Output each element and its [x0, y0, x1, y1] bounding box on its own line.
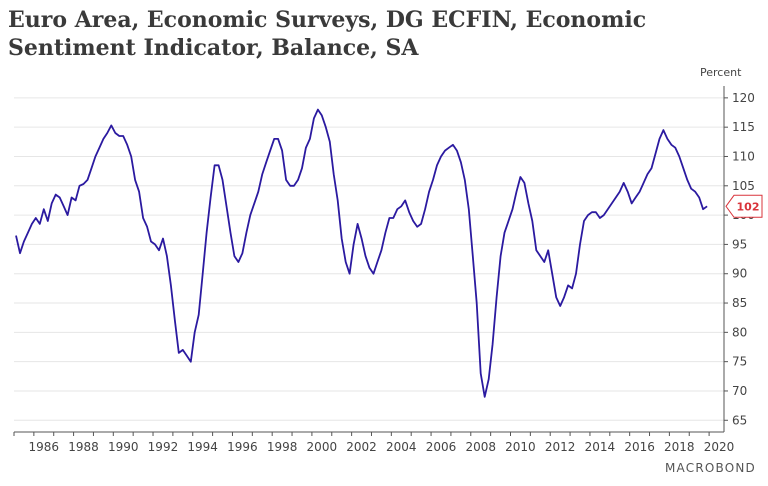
- x-tick-label: 1996: [227, 440, 258, 454]
- last-value-marker: 102: [725, 194, 763, 218]
- x-tick-label: 2004: [386, 440, 417, 454]
- x-tick-label: 1988: [68, 440, 99, 454]
- x-tick-label: 1986: [29, 440, 60, 454]
- x-tick-label: 1998: [267, 440, 298, 454]
- y-tick-label: 65: [732, 413, 747, 427]
- y-tick-label: 115: [732, 120, 755, 134]
- x-tick-label: 2016: [624, 440, 655, 454]
- y-tick-label: 70: [732, 384, 747, 398]
- x-tick-label: 1994: [187, 440, 218, 454]
- chart-title: Euro Area, Economic Surveys, DG ECFIN, E…: [8, 6, 708, 62]
- x-tick-label: 2010: [505, 440, 536, 454]
- x-tick-label: 2012: [545, 440, 576, 454]
- x-tick-label: 2008: [465, 440, 496, 454]
- y-tick-label: 105: [732, 179, 755, 193]
- y-tick-label: 110: [732, 149, 755, 163]
- y-tick-label: 120: [732, 91, 755, 105]
- x-tick-label: 2014: [585, 440, 616, 454]
- series-esi: [15, 108, 708, 398]
- x-tick-label: 1990: [108, 440, 139, 454]
- y-tick-label: 85: [732, 296, 747, 310]
- chart-title-line-1: Euro Area, Economic Surveys, DG ECFIN, E…: [8, 7, 647, 33]
- gridlines: [14, 97, 724, 421]
- x-tick-label: 2000: [307, 440, 338, 454]
- x-tick-label: 2018: [664, 440, 695, 454]
- chart-title-line-2: Sentiment Indicator, Balance, SA: [8, 35, 419, 61]
- y-tick-label: 90: [732, 267, 747, 281]
- x-tick-label: 2020: [704, 440, 735, 454]
- x-tick-label: 2006: [426, 440, 457, 454]
- last-value-label: 102: [737, 200, 760, 213]
- macrobond-logo: MACROBOND: [665, 461, 756, 475]
- x-tick-label: 2002: [346, 440, 377, 454]
- x-axis: 1986 1988 1990 1992 1994 1996 1998 2000 2002 2004…: [13, 431, 735, 454]
- x-tick-label: 1992: [148, 440, 179, 454]
- y-axis: 65707580859095100105110115120: [723, 86, 755, 432]
- y-tick-label: 80: [732, 325, 747, 339]
- last-value-badge: [725, 194, 763, 218]
- y-axis-unit-label: Percent: [700, 66, 742, 79]
- y-tick-label: 75: [732, 355, 747, 369]
- y-tick-label: 95: [732, 237, 747, 251]
- series-line: [15, 108, 708, 398]
